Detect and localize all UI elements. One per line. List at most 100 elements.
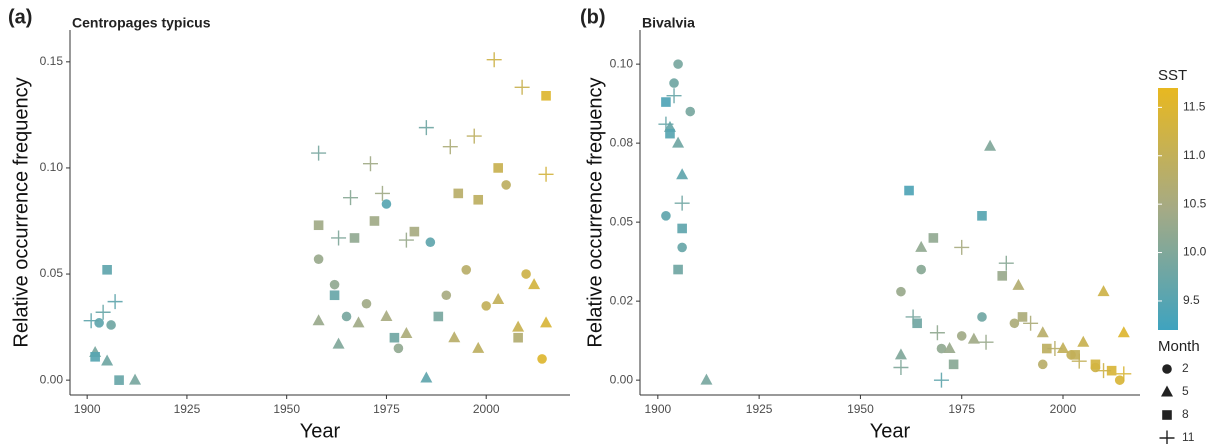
colorbar-tick-label: 10.0 xyxy=(1183,245,1207,259)
point xyxy=(311,145,327,161)
point xyxy=(400,326,413,338)
point xyxy=(997,271,1008,281)
point xyxy=(1096,363,1112,379)
y-tick-label: 0.00 xyxy=(610,372,634,386)
point xyxy=(389,332,400,343)
point xyxy=(677,223,687,234)
x-tick-label: 1950 xyxy=(847,402,874,416)
point xyxy=(501,180,511,190)
point xyxy=(912,318,922,329)
point xyxy=(1042,343,1052,354)
point xyxy=(329,290,340,301)
x-tick-label: 1925 xyxy=(174,402,201,416)
point xyxy=(1023,315,1039,331)
point xyxy=(329,279,340,290)
point xyxy=(466,128,482,144)
point xyxy=(102,264,112,275)
point xyxy=(905,309,921,325)
point xyxy=(442,139,458,155)
legend-symbol xyxy=(1162,364,1172,374)
point xyxy=(933,372,949,388)
point xyxy=(676,168,689,180)
panel-label: (a) xyxy=(8,6,32,28)
point xyxy=(332,337,345,349)
point xyxy=(541,90,551,101)
colorbar-tick-label: 11.5 xyxy=(1183,100,1206,114)
point xyxy=(90,352,100,362)
colorbar-tick-label: 9.5 xyxy=(1183,293,1200,307)
point xyxy=(380,309,393,321)
point xyxy=(674,195,690,211)
point xyxy=(312,314,325,326)
point xyxy=(916,264,926,275)
point xyxy=(420,371,433,383)
point xyxy=(95,304,111,320)
point xyxy=(341,311,352,322)
point xyxy=(398,232,414,248)
x-tick-label: 1975 xyxy=(373,402,400,416)
point xyxy=(349,233,360,243)
x-tick-label: 1975 xyxy=(948,402,975,416)
colorbar-tick-label: 11.0 xyxy=(1183,148,1206,162)
y-tick-label: 0.05 xyxy=(610,214,634,228)
x-tick-label: 1925 xyxy=(746,402,773,416)
point xyxy=(1097,285,1110,297)
point xyxy=(114,375,124,385)
legend-symbol xyxy=(1162,410,1172,420)
legend-label: 11 xyxy=(1182,430,1195,444)
legend-label: 5 xyxy=(1182,384,1189,398)
point xyxy=(409,226,420,237)
point xyxy=(669,78,679,88)
point xyxy=(1090,359,1101,370)
point xyxy=(915,240,928,252)
point xyxy=(673,59,683,69)
point xyxy=(904,185,914,196)
point xyxy=(1017,312,1028,322)
x-tick-label: 1900 xyxy=(74,402,101,416)
point xyxy=(1106,365,1117,376)
legend-label: 8 xyxy=(1182,407,1189,421)
point xyxy=(998,255,1014,271)
point xyxy=(658,116,674,132)
point xyxy=(369,216,380,226)
point xyxy=(1009,318,1020,329)
point xyxy=(453,188,464,199)
point xyxy=(1037,359,1048,370)
point xyxy=(381,199,392,209)
point xyxy=(101,354,114,366)
legend-label: 2 xyxy=(1182,361,1189,375)
point xyxy=(673,264,683,275)
point xyxy=(374,185,390,201)
y-tick-label: 0.05 xyxy=(40,266,64,280)
point xyxy=(538,166,554,182)
shape-legend-title: Month xyxy=(1158,338,1200,355)
point xyxy=(362,156,378,172)
point xyxy=(461,264,472,275)
point xyxy=(83,313,99,329)
point xyxy=(486,52,502,68)
point xyxy=(313,220,324,231)
point xyxy=(1114,375,1125,385)
point xyxy=(441,290,452,301)
point xyxy=(492,293,505,305)
point xyxy=(685,106,696,117)
point xyxy=(1071,353,1087,369)
x-tick-label: 1950 xyxy=(273,402,300,416)
point xyxy=(106,320,116,330)
point xyxy=(977,211,987,221)
colorbar xyxy=(1158,88,1178,330)
colorbar-title: SST xyxy=(1158,67,1187,84)
point xyxy=(473,194,484,205)
point xyxy=(472,341,485,353)
x-tick-label: 2000 xyxy=(473,402,500,416)
point xyxy=(928,233,939,243)
point xyxy=(352,316,365,328)
point xyxy=(936,343,947,354)
point xyxy=(661,211,671,221)
y-axis-title: Relative occurrence frequency xyxy=(10,77,32,347)
point xyxy=(665,128,675,139)
y-tick-label: 0.15 xyxy=(40,54,64,68)
y-tick-label: 0.10 xyxy=(610,56,634,70)
point xyxy=(433,311,444,322)
